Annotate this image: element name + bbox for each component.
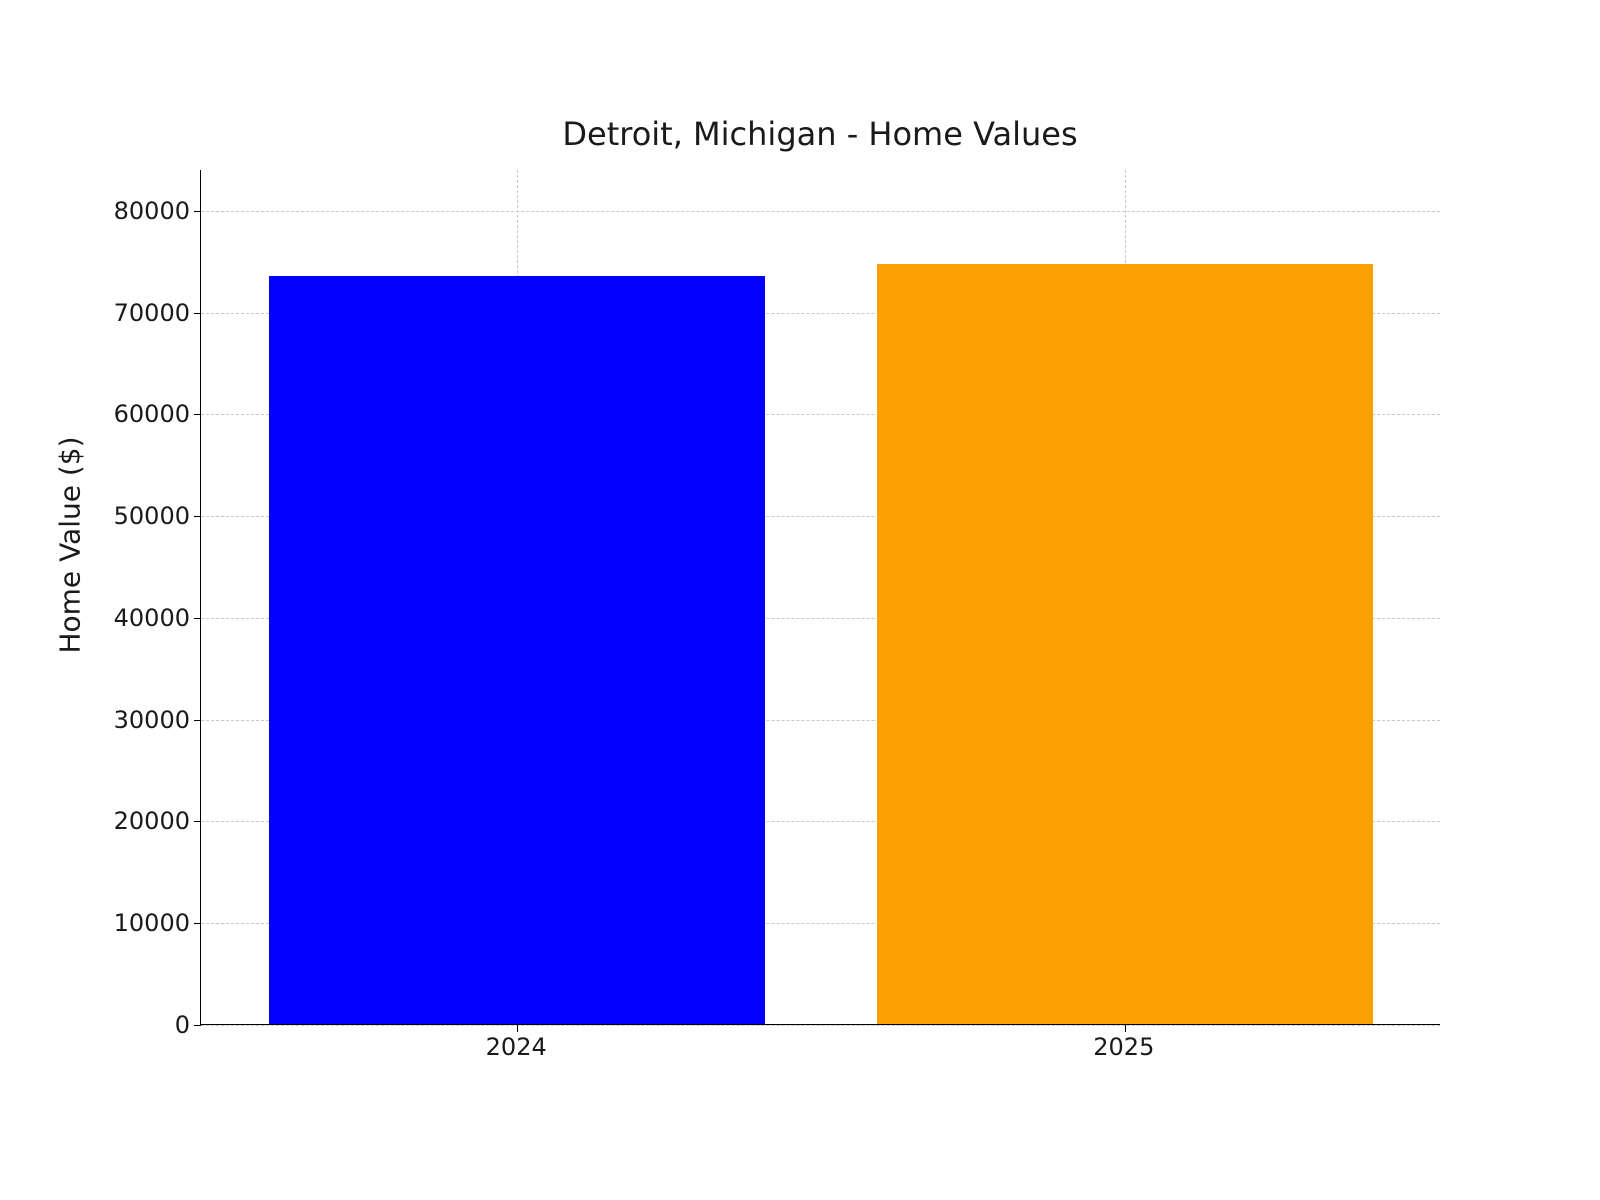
chart-title: Detroit, Michigan - Home Values (200, 115, 1440, 153)
ytick-label: 0 (175, 1011, 190, 1039)
ytick-mark (194, 414, 201, 415)
plot-area (200, 170, 1440, 1025)
ytick-mark (194, 211, 201, 212)
gridline-h (201, 1025, 1440, 1026)
ytick-mark (194, 618, 201, 619)
ytick-label: 20000 (114, 807, 190, 835)
ytick-mark (194, 923, 201, 924)
ytick-mark (194, 313, 201, 314)
bar (269, 276, 765, 1024)
y-axis-label: Home Value ($) (54, 436, 87, 653)
ytick-mark (194, 1025, 201, 1026)
ytick-label: 10000 (114, 909, 190, 937)
ytick-label: 30000 (114, 706, 190, 734)
xtick-label: 2024 (486, 1033, 547, 1061)
xtick-mark (1125, 1025, 1126, 1032)
xtick-mark (517, 1025, 518, 1032)
xtick-label: 2025 (1093, 1033, 1154, 1061)
ytick-label: 40000 (114, 604, 190, 632)
ytick-mark (194, 821, 201, 822)
ytick-mark (194, 516, 201, 517)
ytick-mark (194, 720, 201, 721)
ytick-label: 50000 (114, 502, 190, 530)
ytick-label: 70000 (114, 299, 190, 327)
ytick-label: 60000 (114, 400, 190, 428)
bar (877, 264, 1373, 1024)
chart-container: Detroit, Michigan - Home Values 01000020… (200, 115, 1440, 1100)
ytick-label: 80000 (114, 197, 190, 225)
gridline-h (201, 211, 1440, 212)
